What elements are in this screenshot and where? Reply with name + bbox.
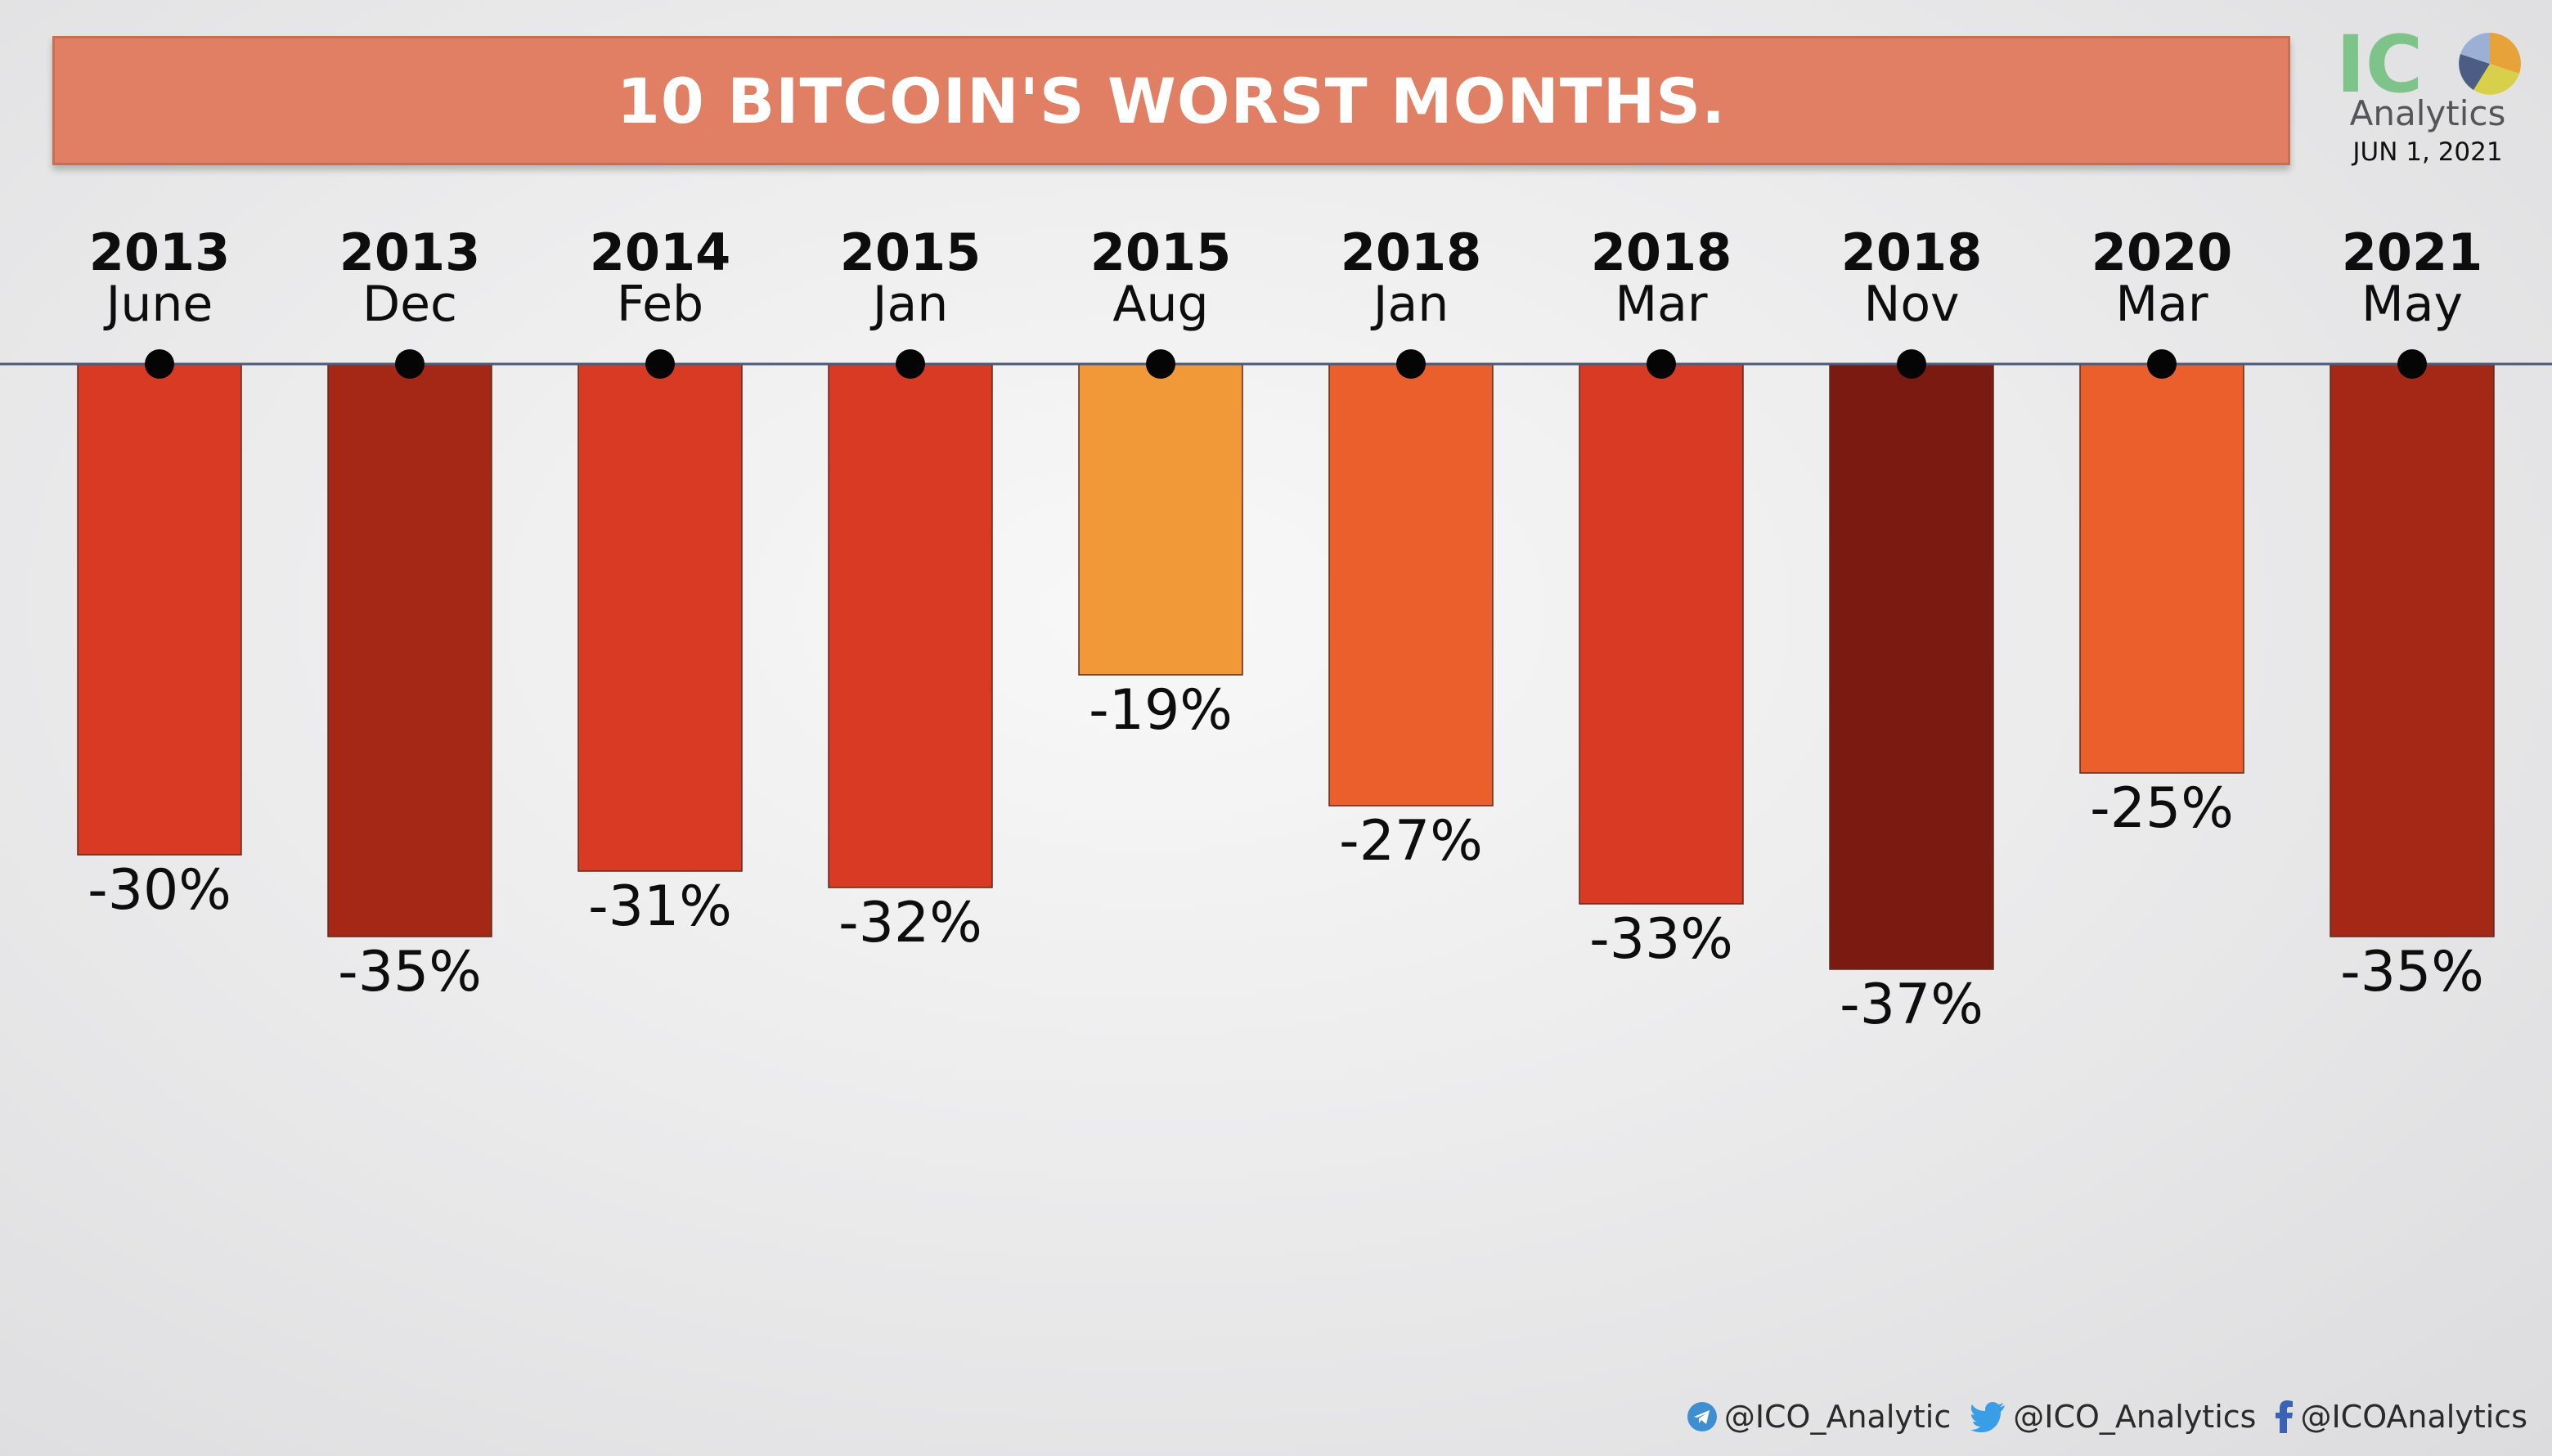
data-label-1: -35%	[338, 940, 482, 1004]
axis-marker-0	[145, 349, 174, 379]
tick-month-8: Mar	[2115, 276, 2208, 333]
tick-month-9: May	[2361, 276, 2463, 333]
axis-marker-4	[1146, 349, 1175, 379]
twitter-handle[interactable]: @ICO_Analytics	[1970, 1399, 2256, 1435]
logo-subtitle: Analytics	[2349, 93, 2506, 133]
report-date: JUN 1, 2021	[2352, 137, 2503, 167]
tick-month-0: June	[103, 276, 213, 333]
data-label-7: -37%	[1840, 973, 1984, 1037]
tick-year-3: 2015	[840, 222, 982, 282]
tick-year-4: 2015	[1090, 222, 1232, 282]
data-label-8: -25%	[2090, 776, 2234, 841]
data-label-9: -35%	[2340, 940, 2484, 1004]
telegram-handle[interactable]: @ICO_Analytic	[1687, 1399, 1951, 1435]
tick-month-5: Jan	[1370, 276, 1449, 333]
bar-3	[828, 363, 993, 888]
data-label-2: -31%	[588, 874, 732, 939]
ico-analytics-logo: IC Analytics JUN 1, 2021	[2321, 28, 2534, 175]
bar-9	[2330, 363, 2495, 937]
page-title: 10 BITCOIN'S WORST MONTHS.	[617, 64, 1726, 137]
tick-month-6: Mar	[1615, 276, 1708, 333]
tick-month-4: Aug	[1112, 276, 1208, 333]
telegram-handle-text: @ICO_Analytic	[1723, 1399, 1952, 1435]
tick-month-2: Feb	[617, 276, 703, 333]
axis-marker-8	[2147, 349, 2177, 379]
tick-year-2: 2014	[590, 222, 731, 282]
tick-month-7: Nov	[1863, 276, 1959, 333]
facebook-handle[interactable]: @ICOAnalytics	[2276, 1399, 2527, 1435]
tick-year-6: 2018	[1591, 222, 1732, 282]
axis-marker-6	[1647, 349, 1676, 379]
data-label-3: -32%	[838, 891, 982, 955]
bar-7	[1829, 363, 1994, 970]
tick-month-3: Jan	[869, 276, 949, 333]
axis-marker-5	[1396, 349, 1426, 379]
title-banner: 10 BITCOIN'S WORST MONTHS.	[52, 36, 2290, 165]
bar-0	[77, 363, 242, 856]
logo-mark-text: IC	[2336, 28, 2423, 101]
twitter-icon	[1970, 1402, 2006, 1432]
facebook-handle-text: @ICOAnalytics	[2300, 1399, 2527, 1435]
axis-marker-2	[645, 349, 675, 379]
tick-year-7: 2018	[1841, 222, 1983, 282]
axis-marker-3	[896, 349, 925, 379]
bar-6	[1579, 363, 1744, 905]
data-label-0: -30%	[88, 858, 231, 923]
axis-marker-7	[1897, 349, 1926, 379]
bar-8	[2079, 363, 2244, 774]
logo-mark-icon: IC	[2336, 28, 2521, 101]
data-label-6: -33%	[1589, 907, 1733, 972]
facebook-icon	[2276, 1400, 2294, 1433]
tick-year-0: 2013	[89, 222, 231, 282]
axis-marker-1	[395, 349, 425, 379]
tick-year-9: 2021	[2342, 222, 2483, 282]
axis-marker-9	[2397, 349, 2427, 379]
tick-year-1: 2013	[339, 222, 481, 282]
tick-month-1: Dec	[362, 276, 457, 333]
social-footer: @ICO_Analytic @ICO_Analytics @ICOAnalyti…	[1687, 1392, 2527, 1441]
data-label-4: -19%	[1089, 678, 1233, 743]
telegram-icon	[1687, 1402, 1717, 1431]
bar-2	[577, 363, 743, 872]
twitter-handle-text: @ICO_Analytics	[2013, 1399, 2257, 1435]
bar-1	[327, 363, 492, 937]
data-label-5: -27%	[1339, 809, 1483, 874]
tick-year-8: 2020	[2091, 222, 2233, 282]
bar-4	[1078, 363, 1243, 676]
bar-5	[1328, 363, 1494, 807]
tick-year-5: 2018	[1341, 222, 1482, 282]
